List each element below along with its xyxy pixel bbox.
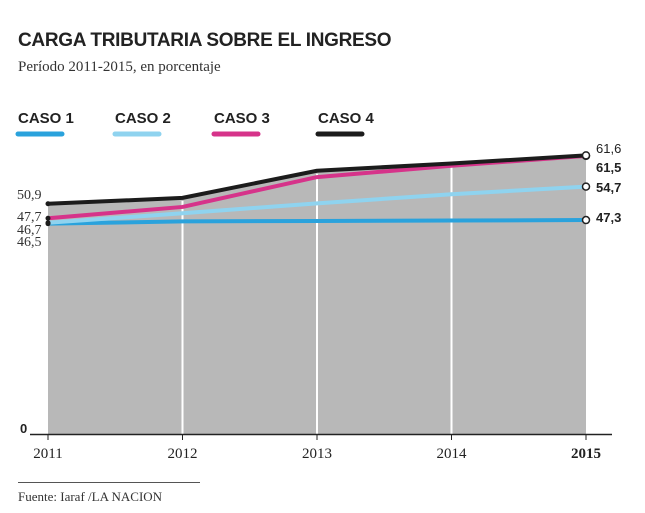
start-point [45,215,51,221]
legend-label: CASO 2 [115,110,171,127]
plot-area: 2011 2012 2013 2014 2015 0 50,9 47,746,746,5 61,… [17,141,621,462]
start-value-label: 47,7 [17,210,42,225]
end-point [581,182,591,191]
end-value-label: 61,6 [596,141,621,156]
start-point [45,201,51,207]
legend-label: CASO 3 [214,110,270,127]
y-tick-label: 0 [20,421,27,436]
x-tick-label: 2012 [168,446,198,462]
start-point [45,220,51,226]
x-tick-label: 2013 [302,446,332,462]
series-line-4 [46,153,588,206]
end-point [581,215,591,225]
legend-label: CASO 4 [318,110,375,127]
chart-title: CARGA TRIBUTARIA SOBRE EL INGRESO [18,30,392,51]
end-point [581,151,591,160]
end-value-label: 61,5 [596,160,621,175]
end-value-label: 47,3 [596,210,621,225]
start-value-label: 46,7 [17,223,42,238]
start-value-label: 46,5 [17,235,42,250]
chart-subtitle: Período 2011-2015, en porcentaje [18,59,221,75]
x-tick-label: 2015 [571,446,601,462]
x-tick-label: 2014 [437,446,468,462]
source-divider [18,482,200,483]
end-value-label: 54,7 [596,180,621,195]
legend: CASO 1 CASO 2 CASO 3 CASO 4 [15,110,375,137]
chart-source: Fuente: Iaraf /LA NACION [18,489,163,504]
start-value-label: 50,9 [17,188,42,203]
x-tick-label: 2011 [33,446,62,462]
series-line-1 [46,218,588,226]
series-line-2 [46,184,588,225]
line-chart: CASO 1 CASO 2 CASO 3 CASO 4 2011 2012 2013 201… [15,110,621,462]
legend-label: CASO 1 [18,110,74,127]
